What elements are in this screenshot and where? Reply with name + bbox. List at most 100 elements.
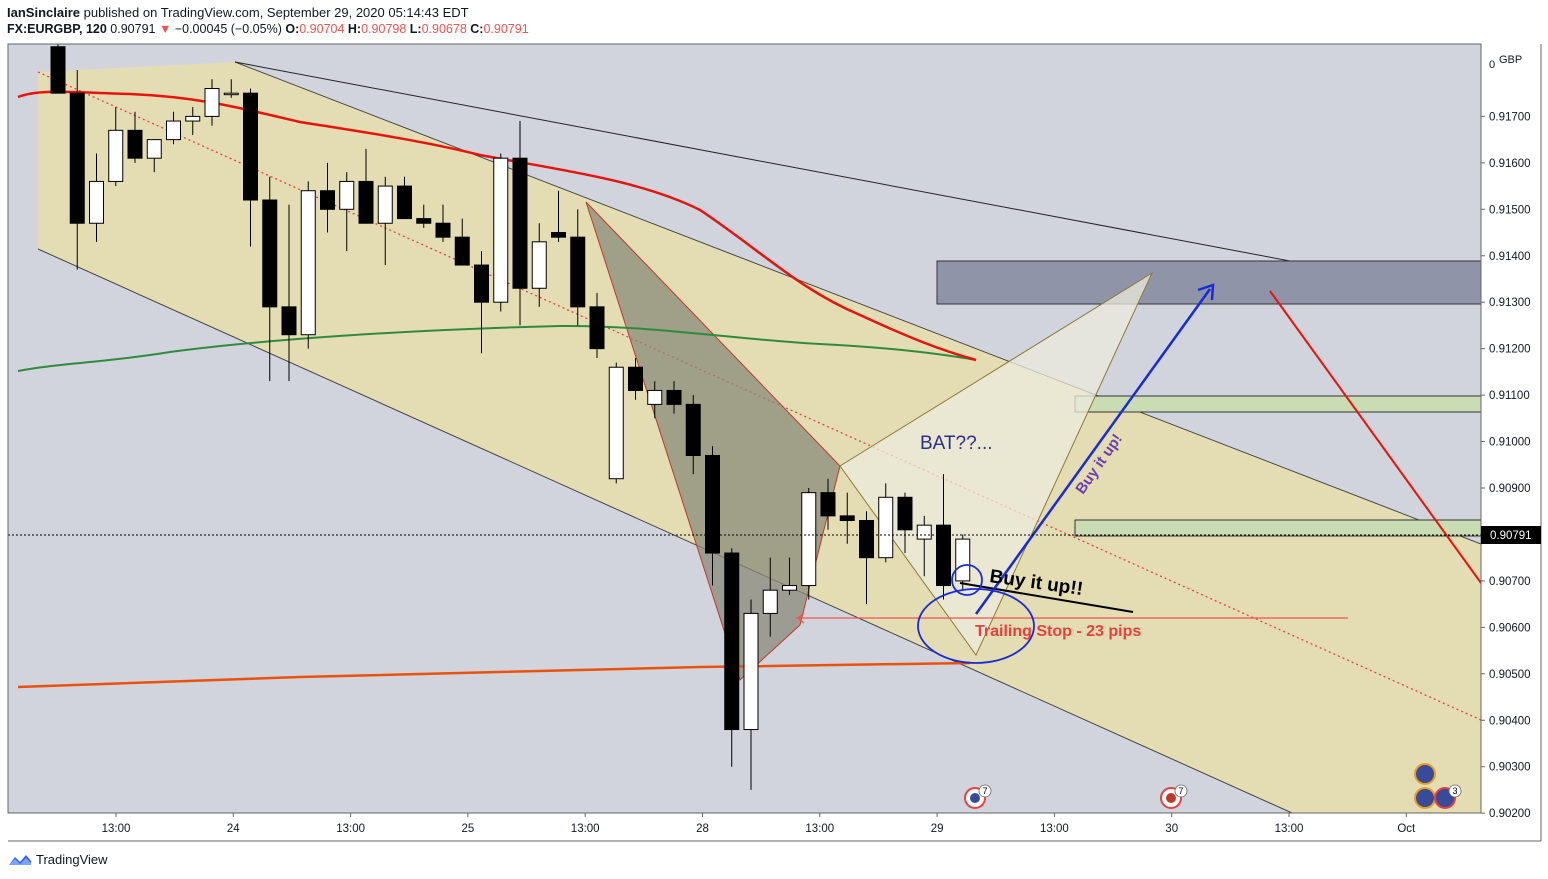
candle xyxy=(608,362,624,484)
high-label: H: xyxy=(347,22,362,36)
candle xyxy=(685,395,701,475)
time-tick-label: 13:00 xyxy=(571,823,600,835)
symbol-label[interactable]: FX:EURGBP, 120 xyxy=(7,22,107,36)
candle-body-down xyxy=(859,520,874,559)
price-tick-label: 0.90900 xyxy=(1489,483,1531,495)
price-tick-label: 0.91500 xyxy=(1489,204,1531,216)
candle xyxy=(782,557,797,595)
last-price-tag-text: 0.90791 xyxy=(1490,530,1532,542)
event-calendar-icon-inner xyxy=(970,793,980,803)
event-count: 3 xyxy=(1452,786,1457,796)
close-label: C: xyxy=(470,22,484,36)
candle xyxy=(493,153,509,312)
price-axis-cut-label: 0 xyxy=(1489,59,1495,71)
candle xyxy=(262,176,278,382)
candle-body-down xyxy=(839,515,855,522)
time-axis[interactable]: 13:00 24 13:00 25 13:00 28 13:00 29 13:00 30 13:00… xyxy=(102,813,1416,835)
price-tick-label: 0.91400 xyxy=(1489,251,1531,263)
event-count-badge xyxy=(1448,784,1462,798)
candle xyxy=(454,218,470,266)
candle-body-up xyxy=(377,185,393,224)
time-tick-label: 13:00 xyxy=(336,823,365,835)
candle-body-down xyxy=(397,185,412,220)
candle-body-down xyxy=(724,552,740,731)
event-count: 7 xyxy=(982,786,987,796)
candle-body-up xyxy=(608,366,624,480)
candle xyxy=(300,181,316,349)
event-count: 7 xyxy=(1178,786,1183,796)
bat-annotation: BAT??... xyxy=(920,433,993,454)
candle xyxy=(166,111,181,145)
candle-body-up xyxy=(916,524,932,540)
sell-projection-line xyxy=(1269,290,1481,584)
candle xyxy=(397,176,412,220)
buy-arrow-shaft xyxy=(974,288,1212,615)
candle-body-down xyxy=(474,264,489,303)
candle-body-up xyxy=(204,88,220,117)
time-tick-label: 13:00 xyxy=(1040,823,1069,835)
event-calendar-icon-inner xyxy=(1166,793,1176,803)
candle xyxy=(204,79,220,126)
candle-body-up xyxy=(108,129,124,182)
candle-body-down xyxy=(897,496,913,531)
published-text: published on TradingView.com, September … xyxy=(83,5,469,20)
candle-body-down xyxy=(435,222,451,238)
time-tick-label: 13:00 xyxy=(102,823,131,835)
price-axis[interactable]: 0.91700 0.91600 0.91500 0.91400 0.91300 0.912… xyxy=(1481,111,1531,820)
candle xyxy=(839,492,855,544)
candle-body-up xyxy=(339,180,355,210)
candle xyxy=(358,148,374,224)
time-tick-label: 24 xyxy=(227,823,240,835)
price-tick-label: 0.90500 xyxy=(1489,669,1531,681)
candle xyxy=(647,381,663,419)
event-calendar-icon[interactable] xyxy=(1414,787,1436,809)
candle-body-up xyxy=(166,120,181,141)
candle-body-down xyxy=(416,218,432,224)
candle-body-down xyxy=(262,199,278,308)
candle xyxy=(416,204,432,228)
candle-body-down xyxy=(69,92,85,224)
candle-body-up xyxy=(782,585,797,591)
entry-candle-circle xyxy=(951,564,983,596)
target-zone-upper xyxy=(1074,395,1481,413)
candle xyxy=(743,599,759,790)
candle-body-up xyxy=(762,589,778,614)
candle-body-down xyxy=(705,454,720,554)
change-arrow-icon: ▼ xyxy=(158,22,172,36)
event-calendar-icon[interactable] xyxy=(1414,763,1436,785)
time-tick-label: 28 xyxy=(696,823,709,835)
candle-body-up xyxy=(801,492,817,587)
candle-body-down xyxy=(666,389,682,405)
channel-upper-line xyxy=(234,61,1481,545)
event-count-badge xyxy=(1174,784,1188,798)
event-badges[interactable]: 7 7 3 xyxy=(964,763,1462,809)
tradingview-logo-icon xyxy=(9,854,31,865)
candle xyxy=(570,209,586,326)
long-trendline xyxy=(234,61,1481,298)
candle-body-up xyxy=(185,115,201,122)
candle-body-down xyxy=(628,366,643,391)
price-tick-label: 0.91200 xyxy=(1489,344,1531,356)
open-value: 0.90704 xyxy=(299,22,345,36)
price-tick-label: 0.90600 xyxy=(1489,622,1531,634)
candle xyxy=(223,79,239,98)
time-tick-label: 13:00 xyxy=(805,823,834,835)
publish-info: IanSinclaire published on TradingView.co… xyxy=(7,5,469,20)
candle-body-down xyxy=(685,403,701,456)
bat-pattern-bcd xyxy=(839,271,1154,656)
tradingview-brand: TradingView xyxy=(36,852,108,867)
candle xyxy=(69,69,85,270)
candle xyxy=(878,483,894,563)
tradingview-footer[interactable]: TradingView xyxy=(8,852,108,867)
author-name[interactable]: IanSinclaire xyxy=(7,5,80,20)
candle-body-up xyxy=(146,139,162,159)
candle-body-up xyxy=(531,241,547,289)
low-value: 0.90678 xyxy=(421,22,467,36)
price-tick-label: 0.90700 xyxy=(1489,576,1531,588)
candle-body-down xyxy=(454,236,470,266)
target-zone-lower xyxy=(1074,519,1481,537)
candle-body-down xyxy=(551,232,566,238)
buy-pointer-line xyxy=(959,582,1134,613)
candle-body-down xyxy=(589,306,605,350)
